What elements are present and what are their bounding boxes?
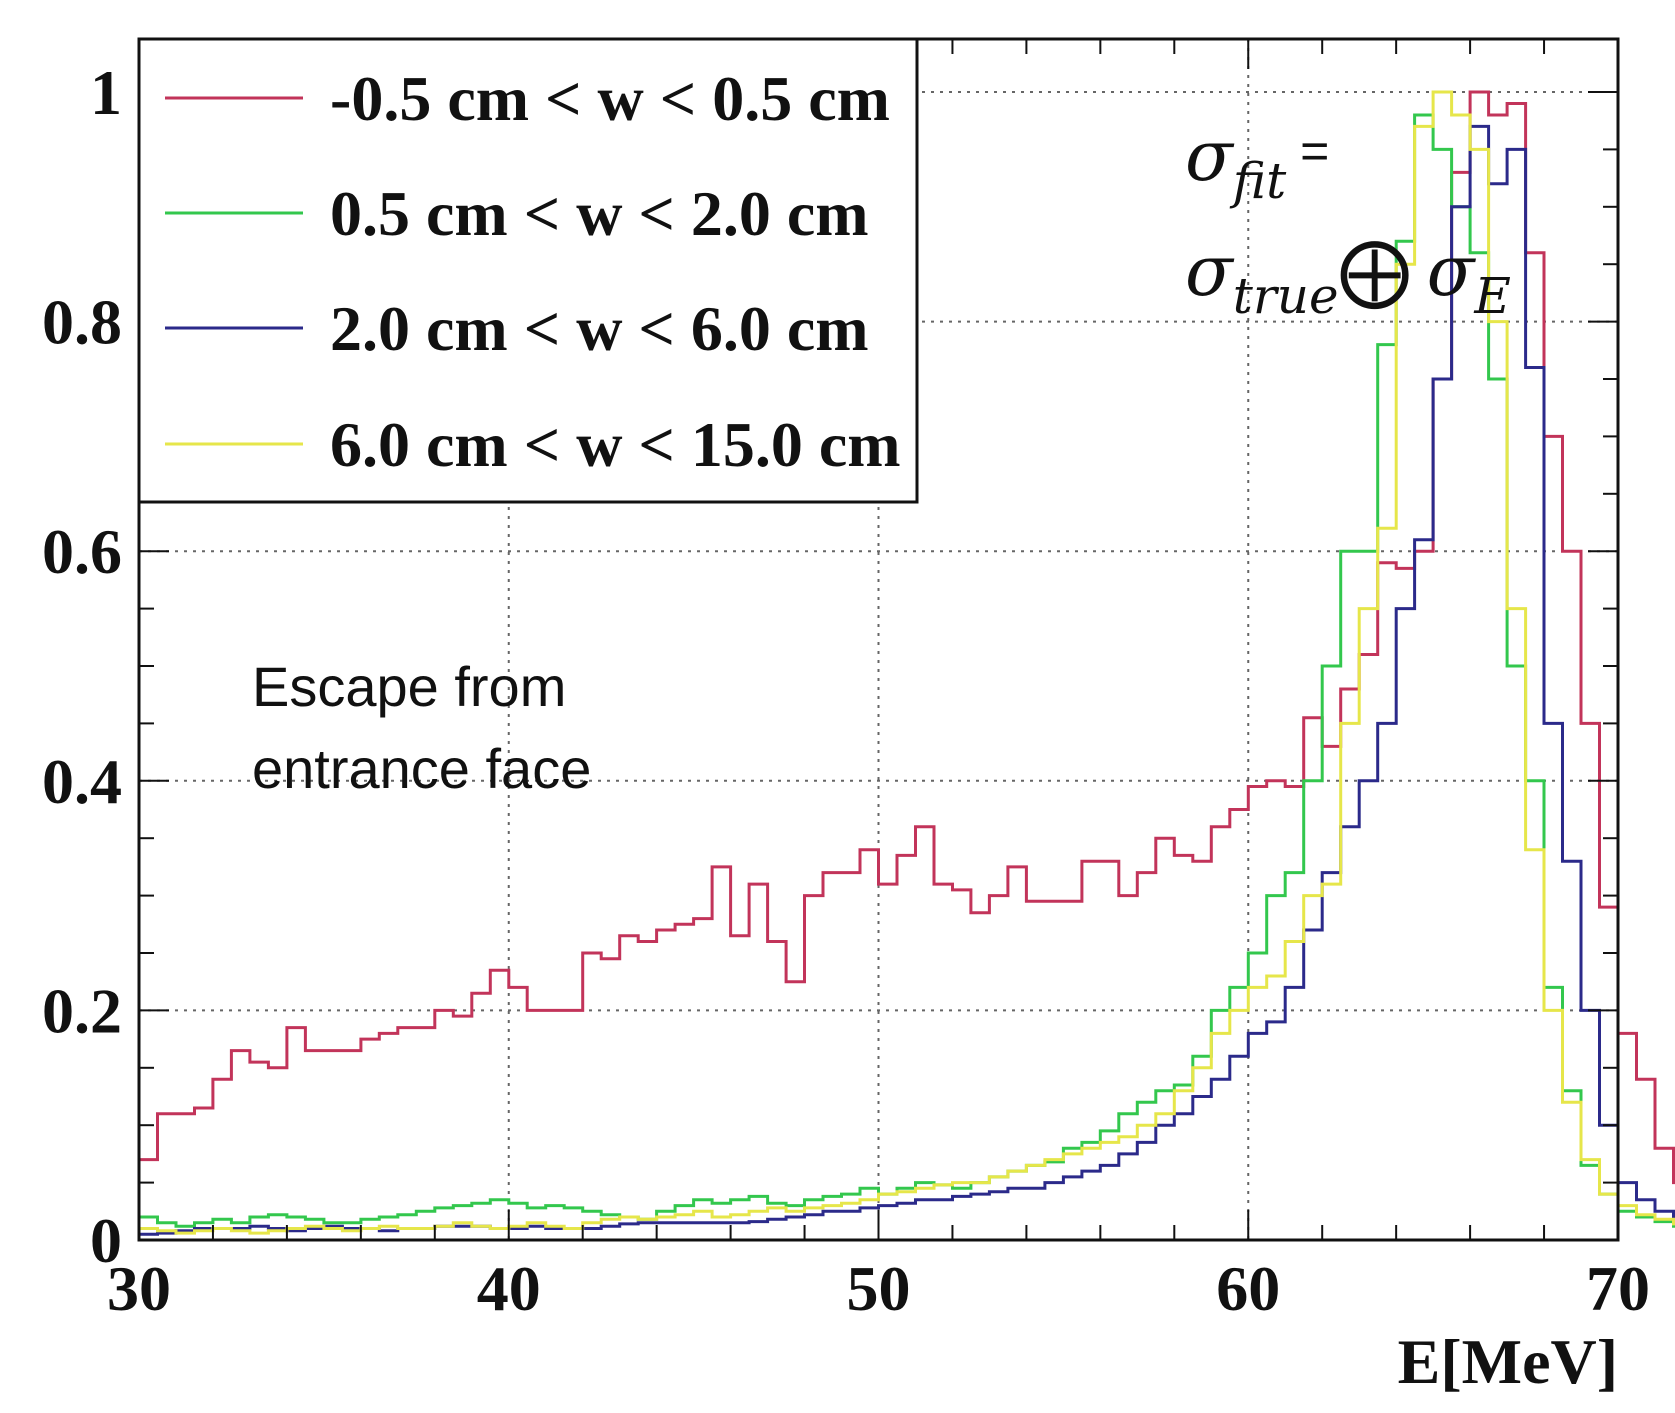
x-axis-title: E[MeV] bbox=[1398, 1326, 1618, 1397]
formula-line-1: σfit = bbox=[1185, 115, 1329, 210]
legend-entry: -0.5 cm < w < 0.5 cm bbox=[165, 63, 890, 134]
legend-label: 6.0 cm < w < 15.0 cm bbox=[330, 409, 901, 480]
annotation-line: entrance face bbox=[252, 737, 591, 800]
sigma-symbol: σ bbox=[1427, 230, 1477, 312]
legend: -0.5 cm < w < 0.5 cm 0.5 cm < w < 2.0 cm… bbox=[137, 37, 919, 504]
sigma-subscript: E bbox=[1473, 267, 1511, 325]
x-tick-labels: 30 40 50 60 70 bbox=[107, 1253, 1650, 1324]
formula-line-2: σtrue⨁ σE bbox=[1185, 228, 1511, 325]
sigma-symbol: σ bbox=[1185, 115, 1235, 197]
y-tick-label: 0.8 bbox=[42, 287, 122, 358]
sigma-subscript: fit bbox=[1229, 152, 1287, 210]
resolution-formula: σfit = σtrue⨁ σE bbox=[1185, 115, 1511, 325]
y-tick-label: 0 bbox=[90, 1205, 122, 1276]
legend-entry: 0.5 cm < w < 2.0 cm bbox=[165, 178, 869, 249]
legend-label: 2.0 cm < w < 6.0 cm bbox=[330, 293, 869, 364]
direct-sum-symbol: ⨁ bbox=[1339, 228, 1411, 312]
legend-entry: 6.0 cm < w < 15.0 cm bbox=[165, 409, 901, 480]
legend-label: 0.5 cm < w < 2.0 cm bbox=[330, 178, 869, 249]
histogram-series-1 bbox=[139, 90, 1675, 1185]
y-tick-label: 0.4 bbox=[42, 746, 122, 817]
y-tick-label: 0.6 bbox=[42, 516, 122, 587]
series-layer bbox=[139, 90, 1675, 1236]
equals-sign: = bbox=[1286, 123, 1329, 179]
legend-box bbox=[137, 37, 919, 504]
sigma-subscript: true bbox=[1233, 267, 1339, 325]
sigma-symbol: σ bbox=[1185, 230, 1235, 312]
x-tick-label: 40 bbox=[477, 1253, 541, 1324]
annotation-line: Escape from bbox=[252, 655, 566, 718]
legend-label: -0.5 cm < w < 0.5 cm bbox=[330, 63, 890, 134]
y-tick-label: 0.2 bbox=[42, 975, 122, 1046]
y-tick-labels: 0 0.2 0.4 0.6 0.8 1 bbox=[42, 57, 122, 1276]
histogram-series-2 bbox=[139, 113, 1675, 1228]
y-tick-label: 1 bbox=[90, 57, 122, 128]
annotation-escape: Escape from entrance face bbox=[252, 655, 591, 800]
legend-entry: 2.0 cm < w < 6.0 cm bbox=[165, 293, 869, 364]
x-tick-label: 50 bbox=[847, 1253, 911, 1324]
histogram-series-4 bbox=[139, 90, 1675, 1235]
x-tick-label: 30 bbox=[107, 1253, 171, 1324]
x-tick-label: 60 bbox=[1216, 1253, 1280, 1324]
x-tick-label: 70 bbox=[1586, 1253, 1650, 1324]
